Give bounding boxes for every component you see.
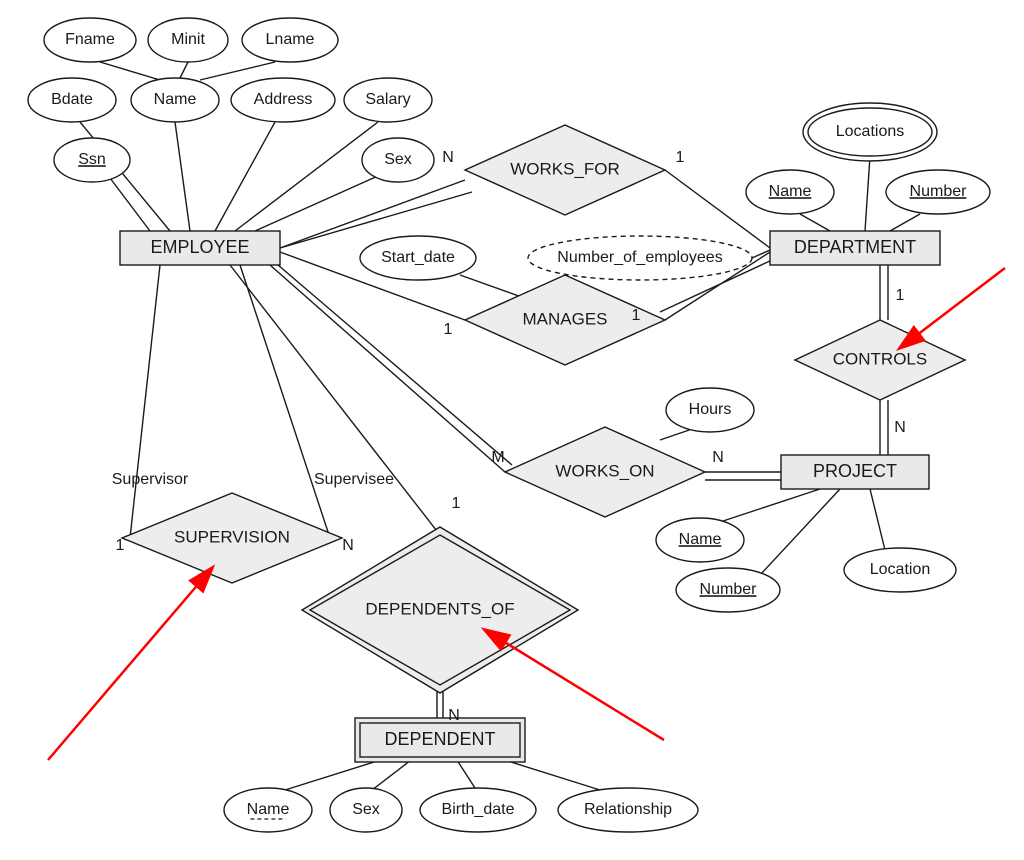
svg-text:Birth_date: Birth_date (442, 801, 515, 818)
attr-name_attr: Name (131, 78, 219, 122)
svg-text:Hours: Hours (689, 401, 732, 418)
attr-minit: Minit (148, 18, 228, 62)
role-label: Supervisee (314, 471, 394, 488)
svg-text:Name: Name (247, 801, 290, 818)
svg-text:Name: Name (679, 531, 722, 548)
rel-supervision: SUPERVISION (122, 493, 342, 583)
svg-text:DEPENDENT: DEPENDENT (384, 729, 495, 749)
attr-pname: Name (656, 518, 744, 562)
attr-salary: Salary (344, 78, 432, 122)
svg-text:Number: Number (700, 581, 758, 598)
attr-birth_date: Birth_date (420, 788, 536, 832)
attr-lname: Lname (242, 18, 338, 62)
entity-employee: EMPLOYEE (120, 231, 280, 265)
svg-text:Lname: Lname (266, 31, 315, 48)
svg-text:Locations: Locations (836, 123, 905, 140)
rel-works_on: WORKS_ON (505, 427, 705, 517)
cardinality: 1 (632, 307, 641, 324)
cardinality: N (448, 707, 460, 724)
entity-dependent: DEPENDENT (355, 718, 525, 762)
cardinality: N (712, 449, 724, 466)
annotation-arrow (900, 268, 1005, 348)
svg-text:DEPARTMENT: DEPARTMENT (794, 237, 916, 257)
svg-text:Sex: Sex (352, 801, 380, 818)
svg-text:Start_date: Start_date (381, 249, 455, 266)
svg-text:Relationship: Relationship (584, 801, 672, 818)
svg-text:Address: Address (254, 91, 313, 108)
cardinality: N (442, 149, 454, 166)
attr-pnumber: Number (676, 568, 780, 612)
attr-relationship: Relationship (558, 788, 698, 832)
svg-text:Minit: Minit (171, 31, 205, 48)
attr-locations: Locations (803, 103, 937, 161)
attr-start_date: Start_date (360, 236, 476, 280)
attr-bdate: Bdate (28, 78, 116, 122)
attr-dep_sex: Sex (330, 788, 402, 832)
svg-text:Name: Name (769, 183, 812, 200)
attr-ssn: Ssn (54, 138, 130, 182)
svg-text:Fname: Fname (65, 31, 115, 48)
svg-text:Sex: Sex (384, 151, 412, 168)
cardinality: M (491, 449, 504, 466)
svg-text:Salary: Salary (365, 91, 410, 108)
attr-fname: Fname (44, 18, 136, 62)
svg-text:Number_of_employees: Number_of_employees (557, 249, 722, 266)
entity-department: DEPARTMENT (770, 231, 940, 265)
cardinality: 1 (452, 495, 461, 512)
annotation-arrow (48, 568, 212, 760)
entity-project: PROJECT (781, 455, 929, 489)
rel-works_for: WORKS_FOR (465, 125, 665, 215)
attr-dep_name: Name (224, 788, 312, 832)
attr-sex_emp: Sex (362, 138, 434, 182)
svg-text:EMPLOYEE: EMPLOYEE (150, 237, 249, 257)
attr-plocation: Location (844, 548, 956, 592)
cardinality: 1 (676, 149, 685, 166)
cardinality: 1 (896, 287, 905, 304)
attr-address: Address (231, 78, 335, 122)
attr-num_emp: Number_of_employees (528, 236, 752, 280)
cardinality: N (894, 419, 906, 436)
role-label: Supervisor (112, 471, 189, 488)
attributes: Fname Minit Lname Bdate Name Address Salary Ssn… (28, 18, 990, 832)
svg-text:WORKS_FOR: WORKS_FOR (510, 159, 620, 178)
svg-text:Ssn: Ssn (78, 151, 106, 168)
attr-dnumber: Number (886, 170, 990, 214)
svg-text:Bdate: Bdate (51, 91, 93, 108)
svg-text:SUPERVISION: SUPERVISION (174, 527, 290, 546)
cardinality: 1 (444, 321, 453, 338)
relationships: WORKS_FOR MANAGES CONTROLS WORKS_ON SUPERVIS… (122, 125, 965, 693)
svg-text:WORKS_ON: WORKS_ON (555, 461, 654, 480)
svg-text:PROJECT: PROJECT (813, 461, 897, 481)
svg-text:Location: Location (870, 561, 931, 578)
svg-text:MANAGES: MANAGES (522, 309, 607, 328)
rel-controls: CONTROLS (795, 320, 965, 400)
er-diagram: Fname Minit Lname Bdate Name Address Salary Ssn… (0, 0, 1024, 860)
cardinality: 1 (116, 537, 125, 554)
cardinality: N (342, 537, 354, 554)
attr-hours: Hours (666, 388, 754, 432)
svg-text:Number: Number (910, 183, 968, 200)
svg-text:Name: Name (154, 91, 197, 108)
svg-text:CONTROLS: CONTROLS (833, 349, 927, 368)
attr-dname: Name (746, 170, 834, 214)
svg-text:DEPENDENTS_OF: DEPENDENTS_OF (365, 599, 514, 618)
